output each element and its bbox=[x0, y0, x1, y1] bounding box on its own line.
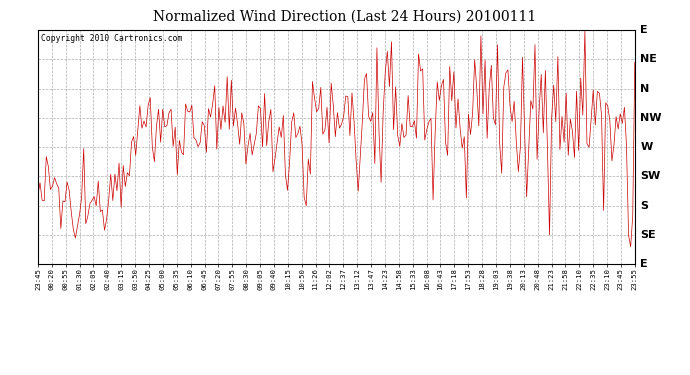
Text: NW: NW bbox=[640, 113, 662, 123]
Text: E: E bbox=[640, 260, 648, 269]
Text: NE: NE bbox=[640, 54, 658, 64]
Text: SE: SE bbox=[640, 230, 656, 240]
Text: W: W bbox=[640, 142, 653, 152]
Text: N: N bbox=[640, 84, 649, 94]
Text: Normalized Wind Direction (Last 24 Hours) 20100111: Normalized Wind Direction (Last 24 Hours… bbox=[153, 9, 537, 23]
Text: E: E bbox=[640, 25, 648, 35]
Text: S: S bbox=[640, 201, 649, 211]
Text: SW: SW bbox=[640, 171, 660, 182]
Text: Copyright 2010 Cartronics.com: Copyright 2010 Cartronics.com bbox=[41, 33, 182, 42]
